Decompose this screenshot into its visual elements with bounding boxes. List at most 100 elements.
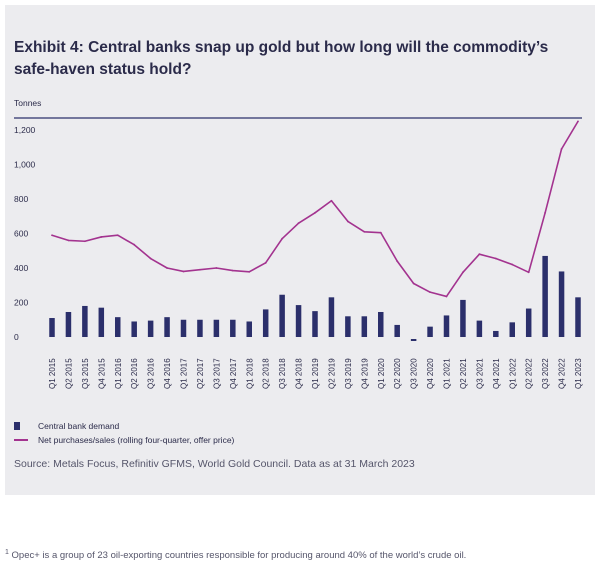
legend-item-bars: Central bank demand [14,421,119,431]
bar [394,324,400,337]
x-tick-label: Q2 2020 [393,358,402,389]
line-point [478,253,481,256]
line-point [429,291,431,294]
line-point [182,270,185,273]
line-point [346,220,349,223]
bar [82,305,88,337]
bar [131,321,137,337]
x-tick-label: Q2 2015 [64,358,73,389]
line-point [527,271,530,274]
bar [328,297,335,337]
x-tick-label: Q2 2018 [262,358,271,389]
bar [246,321,252,337]
bar [476,320,483,337]
bar [180,319,187,337]
line-point [544,211,547,214]
x-tick-label: Q3 2022 [541,358,550,389]
line-point [116,234,119,237]
x-tick-label: Q2 2019 [327,358,336,389]
line-point [396,260,399,262]
line-point [215,267,218,269]
y-tick-label: 600 [14,229,28,239]
x-tick-label: Q1 2021 [443,358,452,389]
bar [230,319,236,337]
x-tick-label: Q3 2017 [212,358,221,389]
y-tick-label: 1,000 [14,160,36,170]
line-path [51,120,579,298]
line-point [231,269,234,272]
y-tick-label: 800 [14,194,28,204]
x-tick-label: Q1 2022 [508,358,517,389]
bar [295,305,302,337]
legend-bar-swatch [14,422,20,430]
source-note: Source: Metals Focus, Refinitiv GFMS, Wo… [14,458,415,470]
x-tick-label: Q1 2015 [48,358,57,389]
line-point [248,270,251,273]
x-tick-label: Q4 2022 [558,358,567,389]
bar-series [49,255,581,341]
x-tick-label: Q1 2023 [574,358,583,389]
x-tick-label: Q2 2021 [459,358,468,389]
x-tick-label: Q4 2018 [295,358,304,389]
line-series [51,120,579,298]
line-point [83,240,86,243]
line-point [281,237,284,240]
y-axis-ticks: 0 200 400 600 800 1,000 1,200 [14,125,36,342]
line-point [67,239,70,242]
x-tick-label: Q3 2019 [344,358,353,389]
line-point [166,267,168,269]
x-tick-label: Q4 2019 [360,358,369,389]
bar [575,297,581,337]
line-point [330,199,333,202]
line-point [577,120,579,123]
line-point [494,257,497,260]
bar [427,326,433,337]
y-tick-label: 400 [14,263,28,273]
x-tick-label: Q2 2022 [525,358,534,389]
legend-line-swatch [14,439,28,441]
bar [49,318,55,337]
line-point [100,236,103,238]
line-point [511,263,514,266]
line-point [462,271,464,274]
bar [558,271,565,337]
x-tick-label: Q3 2020 [410,358,419,389]
x-tick-label: Q1 2019 [311,358,320,389]
x-axis-ticks: Q1 2015 Q2 2015 Q3 2015 Q4 2015 Q1 2016 Q2 20… [48,358,583,389]
x-tick-label: Q4 2017 [229,358,238,389]
bar [98,307,105,337]
line-point [412,282,415,285]
footnote-text: Opec+ is a group of 23 oil-exporting cou… [11,550,467,562]
x-tick-label: Q2 2017 [196,358,205,389]
x-tick-label: Q3 2021 [475,358,484,389]
line-point [51,234,53,237]
bar [279,294,285,337]
line-point [199,268,201,271]
bar [361,316,368,337]
x-tick-label: Q2 2016 [130,358,139,389]
bar [197,319,203,337]
line-point [133,243,136,246]
bar [460,299,466,337]
y-tick-label: 0 [14,332,19,342]
chart-title: Exhibit 4: Central banks snap up gold bu… [14,39,549,78]
line-point [445,295,448,298]
chart-panel [5,5,595,495]
x-tick-label: Q4 2021 [492,358,501,389]
bar [443,315,450,337]
x-tick-label: Q3 2016 [147,358,156,389]
bar [147,320,154,337]
bar [262,309,269,337]
x-tick-label: Q4 2020 [426,358,435,389]
bar [345,316,351,337]
line-point [560,148,563,150]
line-point [379,231,382,234]
x-tick-label: Q4 2015 [97,358,106,389]
bar [509,322,515,337]
y-tick-label: 1,200 [14,125,36,135]
legend-bar-label: Central bank demand [38,421,120,431]
line-point [363,230,366,233]
footnote-marker: 1 [5,549,9,556]
line-point [297,222,300,225]
bar [410,339,417,341]
